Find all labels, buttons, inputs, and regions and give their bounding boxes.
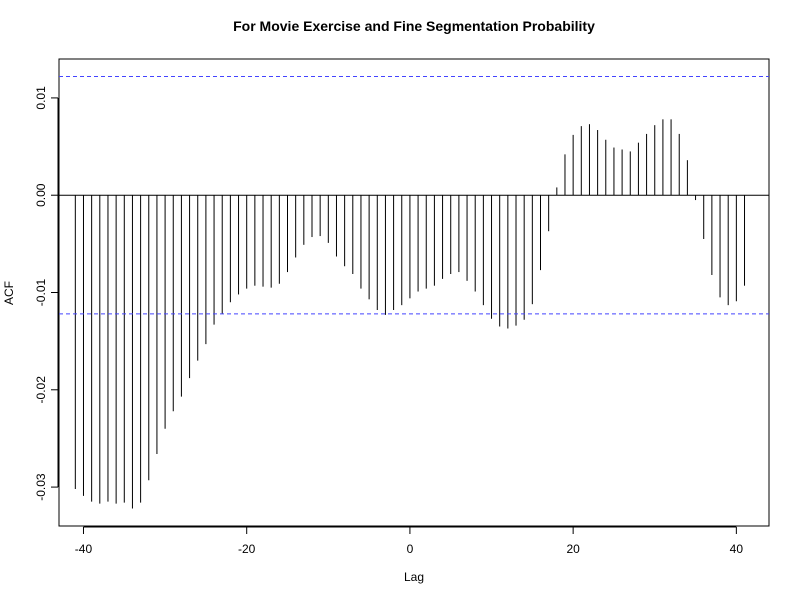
- x-tick-label: -40: [75, 542, 93, 556]
- x-axis-label: Lag: [404, 570, 424, 584]
- y-tick-label: -0.03: [34, 473, 48, 501]
- chart-title: For Movie Exercise and Fine Segmentation…: [233, 18, 595, 34]
- x-tick-label: -20: [238, 542, 256, 556]
- y-tick-label: 0.01: [34, 86, 48, 110]
- y-tick-label: -0.02: [34, 376, 48, 404]
- x-axis: -40 -20 0 20 40: [75, 526, 744, 556]
- y-axis: -0.03 -0.02 -0.01 0.00 0.01: [34, 86, 59, 501]
- x-tick-label: 40: [730, 542, 744, 556]
- reference-lines: [59, 76, 769, 315]
- acf-bars: [74, 119, 746, 509]
- x-tick-label: 20: [566, 542, 580, 556]
- y-tick-label: 0.00: [34, 183, 48, 207]
- y-axis-label: ACF: [2, 281, 16, 305]
- y-tick-label: -0.01: [34, 279, 48, 307]
- x-tick-label: 0: [407, 542, 414, 556]
- plot-frame: [58, 58, 770, 527]
